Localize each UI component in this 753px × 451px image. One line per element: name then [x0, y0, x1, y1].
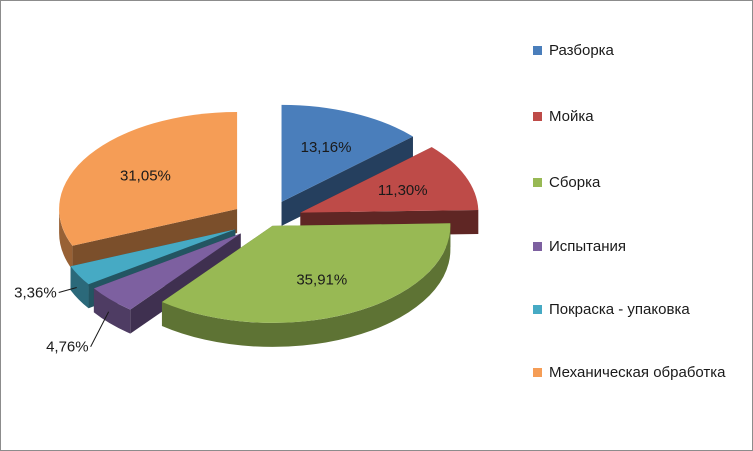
slice-wall-pokraska-0 — [70, 266, 89, 309]
slice-top-moyka — [300, 147, 479, 213]
pie-slices — [59, 104, 479, 347]
leader-line-pokraska — [58, 287, 77, 293]
slice-sborka — [161, 223, 451, 347]
slice-wall-sborka-0 — [161, 225, 451, 347]
data-label-pokraska: 3,36% — [14, 285, 57, 302]
slice-top-ispytaniya — [93, 233, 241, 310]
legend-label: Разборка — [549, 42, 614, 59]
legend-swatch — [533, 242, 542, 251]
slice-top-sborka — [161, 223, 451, 323]
legend-label: Механическая обработка — [549, 364, 726, 381]
slice-side-mekh-obrabotka-0 — [72, 208, 238, 270]
legend-item-moyka: Мойка — [533, 107, 739, 127]
slice-mekh-obrabotka — [59, 111, 238, 270]
data-label-ispytaniya: 4,76% — [46, 339, 89, 356]
slice-side-razborka-1 — [281, 136, 413, 226]
data-label-sborka: 35,91% — [296, 272, 347, 289]
legend-swatch — [533, 46, 542, 55]
data-labels: 13,16% 11,30% 35,91% 4,76% 3,36% 31,05% — [14, 139, 427, 356]
legend-swatch — [533, 305, 542, 314]
slice-wall-ispytaniya-0 — [93, 288, 131, 334]
legend-item-ispytaniya: Испытания — [533, 237, 739, 257]
legend-label: Покраска - упаковка — [549, 301, 690, 318]
data-label-moyka: 11,30% — [378, 182, 428, 199]
slice-wall-mekh-obrabotka-0 — [59, 208, 73, 270]
data-label-mekh-obrabotka: 31,05% — [120, 167, 171, 184]
legend-item-razborka: Разборка — [533, 41, 739, 61]
legend-label: Сборка — [549, 174, 601, 191]
legend-swatch — [533, 178, 542, 187]
slice-top-razborka — [281, 104, 413, 202]
leader-lines — [58, 287, 110, 347]
legend-label: Мойка — [549, 108, 594, 125]
slice-top-pokraska — [70, 229, 236, 285]
slice-top-mekh-obrabotka — [59, 111, 238, 246]
legend-item-pokraska: Покраска - упаковка — [533, 300, 739, 320]
legend-item-sborka: Сборка — [533, 173, 739, 193]
legend-item-mekh-obrabotka: Механическая обработка — [533, 363, 739, 383]
legend-label: Испытания — [549, 238, 627, 255]
legend-swatch — [533, 112, 542, 121]
legend-swatch — [533, 368, 542, 377]
leader-line-ispytaniya — [90, 311, 110, 347]
slice-ispytaniya — [93, 233, 241, 334]
slice-razborka — [281, 104, 413, 226]
data-label-razborka: 13,16% — [301, 139, 352, 156]
